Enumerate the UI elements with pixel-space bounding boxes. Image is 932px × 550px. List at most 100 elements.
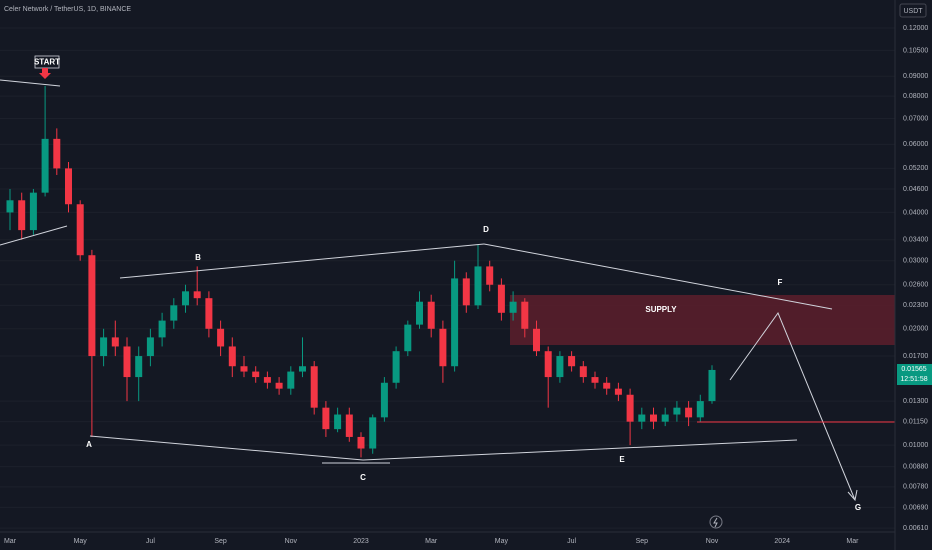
candle-body [451, 278, 459, 367]
candle-body [287, 371, 295, 389]
axis: 0.12000 0.10500 0.09000 0.08000 0.07000 0.060… [4, 25, 928, 545]
x-tick-label: 2023 [353, 538, 369, 545]
y-tick-label: 0.01000 [903, 442, 928, 449]
candle-body [427, 301, 435, 329]
candle-body [544, 351, 552, 378]
candle-body [123, 346, 131, 378]
candle-body [29, 192, 37, 231]
y-tick-label: 0.12000 [903, 25, 928, 32]
bolt [713, 517, 718, 528]
symbol-header: Celer Network / TetherUS, 1D, BINANCE [4, 6, 131, 13]
drawings: START A B C D E F G SUPPLY [0, 55, 932, 529]
candle-body [673, 407, 681, 415]
candle-body [135, 356, 143, 378]
candle-body [509, 301, 517, 313]
supply-zone [510, 295, 895, 345]
candle-body [416, 301, 423, 325]
candle-body [591, 377, 599, 383]
candle-body [111, 337, 119, 347]
candle-body [497, 284, 505, 313]
candle-body [6, 200, 14, 213]
candle-body [579, 366, 587, 378]
candle-body [100, 337, 108, 357]
x-tick-label: Mar [425, 538, 438, 545]
trend-line [119, 243, 485, 279]
y-tick-label: 0.01150 [903, 419, 928, 426]
annotation: A [86, 440, 92, 449]
candle-body [18, 200, 26, 231]
y-tick-label: 0.02600 [903, 282, 928, 289]
price-tag-value: 0.01565 [901, 366, 926, 373]
y-tick-label: 0.00780 [903, 484, 928, 491]
y-tick-label: 0.00690 [903, 504, 928, 511]
annotation: G [855, 503, 861, 512]
x-tick-label: May [74, 538, 88, 545]
x-tick-label: Mar [846, 538, 859, 545]
annotation: B [195, 253, 201, 262]
candle-body [638, 414, 646, 422]
x-tick-label: Sep [214, 538, 227, 545]
x-tick-label: Nov [706, 538, 719, 545]
trend-line [0, 79, 61, 87]
candle-body [252, 371, 260, 378]
candle-body [65, 168, 72, 205]
currency: USDT [903, 8, 923, 15]
candle-body [205, 298, 213, 329]
y-tick-label: 0.02300 [903, 302, 928, 309]
candle-body [685, 407, 693, 418]
candle-body [182, 291, 189, 306]
y-tick-label: 0.03400 [903, 237, 928, 244]
trend-line [0, 225, 68, 246]
candle-body [53, 138, 61, 169]
y-tick-label: 0.00880 [903, 463, 928, 470]
trend-line [89, 435, 364, 461]
candle-body [158, 320, 166, 338]
annotation: D [483, 225, 489, 234]
candle-body [626, 394, 634, 422]
annotation: START [34, 58, 60, 67]
arrow-head [847, 489, 858, 502]
y-tick-label: 0.06000 [903, 141, 928, 148]
candle-body [357, 436, 365, 449]
price-tag [897, 364, 932, 385]
replay-icon[interactable] [709, 515, 723, 529]
candles [6, 85, 716, 458]
candle-body [486, 266, 494, 285]
currency-box [899, 3, 927, 18]
candle-body [170, 305, 178, 321]
projection-path [729, 311, 856, 501]
candle-body [439, 328, 447, 367]
candle-body [193, 291, 201, 299]
candle-body [146, 337, 154, 357]
candle-body [299, 366, 306, 372]
candle-body [521, 301, 529, 329]
x-tick-label: 2024 [774, 538, 790, 545]
candle-body [380, 382, 388, 418]
candle-body [76, 204, 84, 256]
y-tick-label: 0.10500 [903, 47, 928, 54]
annotation: E [619, 455, 625, 464]
candle-body [228, 346, 236, 367]
candle-body [533, 328, 540, 352]
price-tag-countdown: 12:51:58 [900, 376, 927, 383]
candle-body [474, 266, 482, 306]
y-tick-label: 0.01700 [903, 353, 928, 360]
candle-body [568, 356, 576, 367]
candle-body [650, 414, 657, 422]
candle-body [404, 324, 412, 352]
annotation: F [778, 278, 783, 287]
candle-body [334, 414, 342, 430]
price-axis [895, 0, 932, 550]
y-tick-label: 0.08000 [903, 93, 928, 100]
candle-body [603, 382, 611, 389]
candle-body [240, 366, 248, 372]
y-tick-label: 0.05200 [903, 165, 928, 172]
x-tick-label: Sep [636, 538, 649, 545]
candle-body [345, 414, 353, 437]
y-tick-label: 0.09000 [903, 73, 928, 80]
candle-body [661, 414, 669, 422]
x-tick-label: Jul [567, 538, 576, 545]
candle-body [263, 377, 271, 383]
x-tick-label: May [495, 538, 509, 545]
